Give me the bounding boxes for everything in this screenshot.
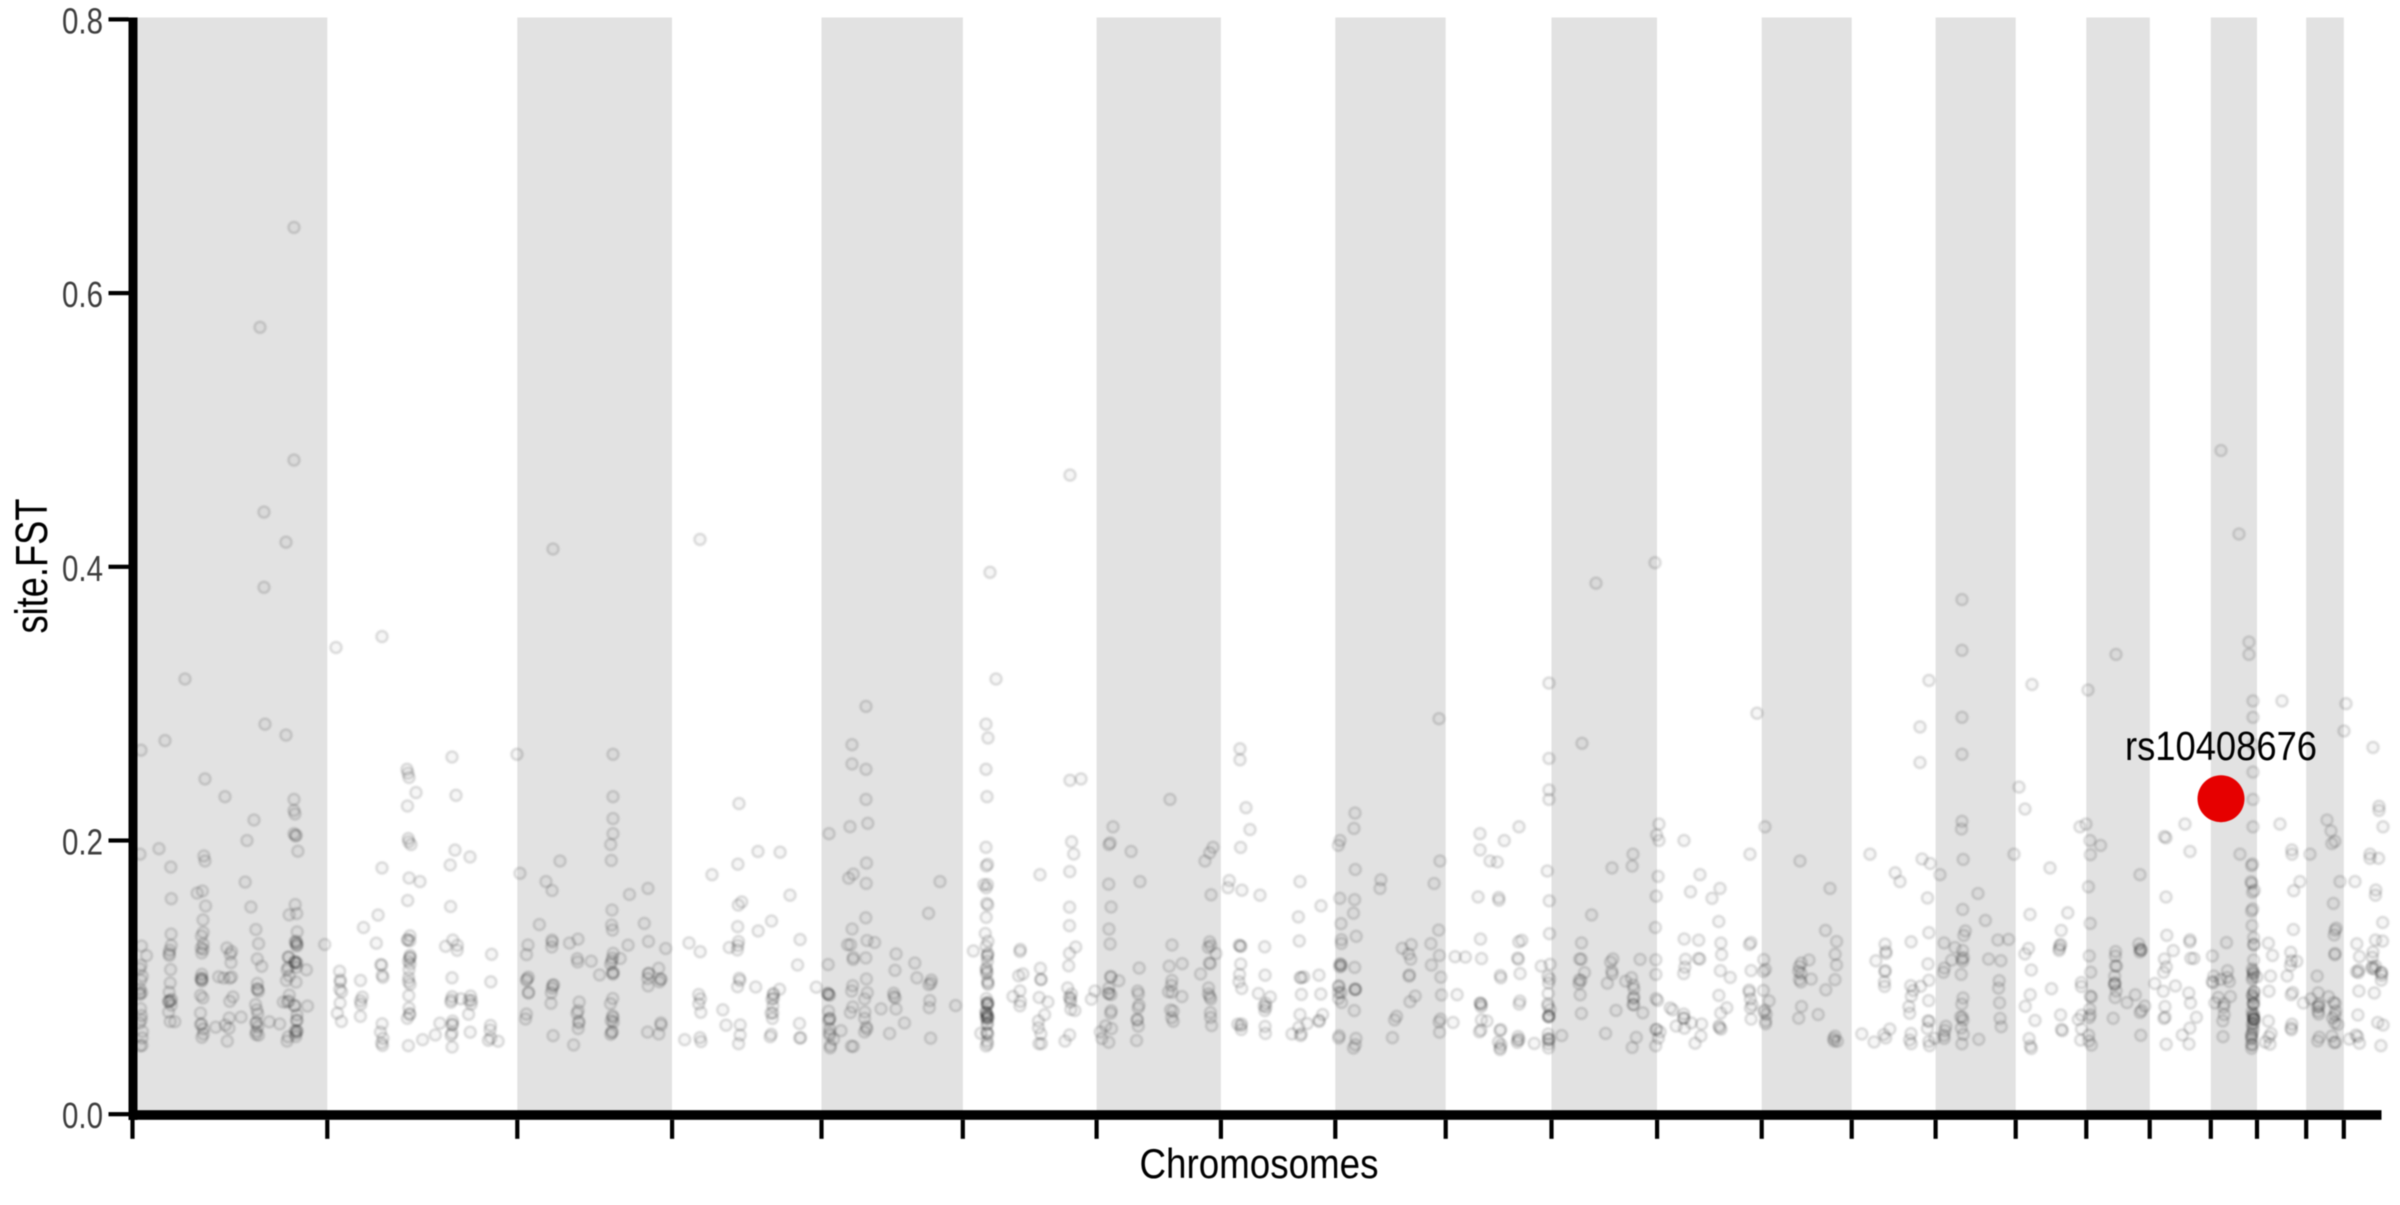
svg-text:0.6: 0.6 [62,274,103,315]
svg-text:0.0: 0.0 [62,1095,103,1136]
svg-text:Chromosomes: Chromosomes [1140,1140,1379,1187]
svg-text:rs10408676: rs10408676 [2125,723,2317,769]
svg-text:0.2: 0.2 [62,822,103,863]
svg-text:site.FST: site.FST [6,499,57,634]
svg-text:0.4: 0.4 [62,548,103,589]
svg-text:0.8: 0.8 [62,0,103,41]
